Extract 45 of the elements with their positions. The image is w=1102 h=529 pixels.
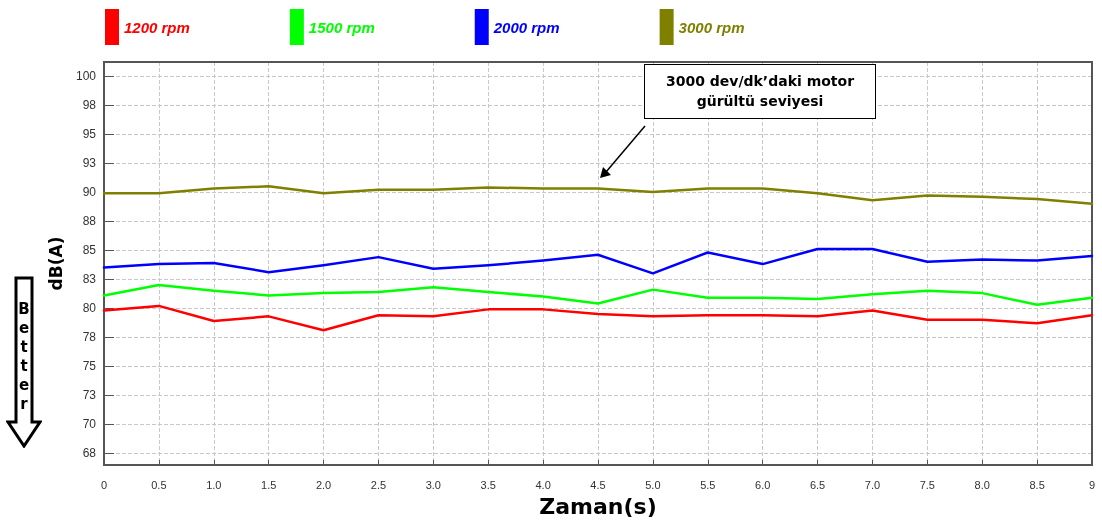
x-tick-label: 0.5	[151, 478, 167, 491]
x-tick-label: 0	[100, 478, 108, 491]
x-tick-label: 3.5	[480, 478, 496, 491]
x-tick-label: 2.5	[370, 478, 387, 491]
x-tick-label: 5.5	[700, 478, 716, 491]
y-tick-label: 68	[82, 446, 97, 461]
line-series	[102, 304, 1094, 332]
line-series	[102, 185, 1094, 205]
text: Better	[17, 300, 31, 414]
x-tick-label: 1.0	[206, 478, 222, 491]
x-tick-label: 9	[1088, 478, 1096, 491]
y-tick-label: 93	[82, 156, 97, 171]
x-tick-label: 1.5	[261, 478, 277, 491]
y-tick-label: 73	[82, 388, 97, 403]
y-tick-label: 95	[82, 127, 97, 142]
x-tick-label: 7.0	[864, 478, 881, 491]
x-tick-label: 5.0	[645, 478, 661, 491]
line-series	[102, 283, 1094, 306]
x-tick-label: 7.5	[919, 478, 935, 491]
x-axis-title: Zaman(s)	[539, 493, 657, 519]
annotation: 3000 dev/dk’daki motor gürültü seviyesi	[644, 64, 876, 119]
x-tick-label: 4.5	[590, 478, 606, 491]
y-tick-label: 100	[75, 68, 97, 83]
y-tick-label: 83	[82, 272, 97, 287]
x-tick-label: 2.0	[315, 478, 332, 491]
legend-label: 2000 rpm	[492, 18, 560, 36]
y-tick-label: 88	[82, 214, 97, 229]
y-tick-label: 75	[82, 359, 97, 374]
x-tick-label: 6.5	[809, 478, 826, 491]
y-tick-label: 98	[82, 97, 97, 112]
y-axis-title: dB(A)	[45, 236, 66, 291]
x-tick-label: 4.0	[535, 478, 551, 491]
legend-label: 1200 rpm	[124, 18, 190, 36]
x-tick-label: 8.0	[974, 478, 990, 491]
x-tick-label: 3.0	[425, 478, 441, 491]
y-tick-label: 78	[82, 330, 97, 345]
y-tick-label: 80	[82, 301, 97, 316]
x-tick-label: 6.0	[755, 478, 771, 491]
legend-label: 3000 rpm	[678, 18, 745, 36]
x-tick-label: 8.5	[1029, 478, 1045, 491]
line-series	[102, 247, 1094, 275]
y-tick-label: 90	[82, 185, 97, 200]
y-tick-label: 70	[82, 417, 97, 432]
legend-label: 1500 rpm	[308, 18, 375, 36]
y-tick-label: 85	[82, 243, 97, 258]
